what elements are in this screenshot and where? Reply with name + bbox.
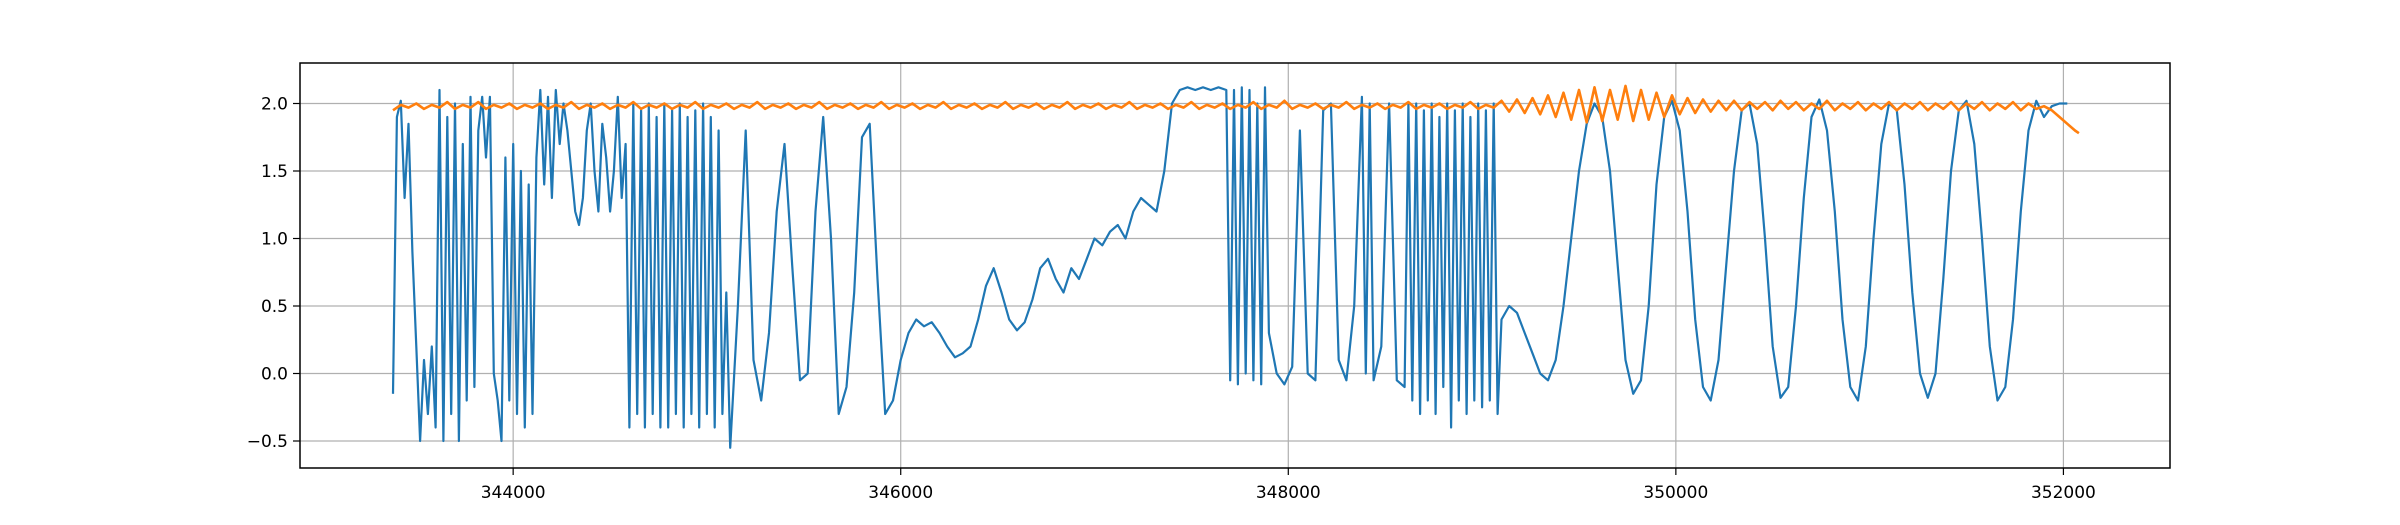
y-tick-label: 2.0 [261,95,288,115]
y-tick-label: −0.5 [247,432,288,452]
y-axis-ticks: −0.5 0.0 0.5 1.0 1.5 2.0 [247,95,300,452]
x-tick-label: 352000 [2031,483,2096,503]
x-axis-ticks: 344000 346000 348000 350000 352000 [481,468,2096,503]
y-tick-label: 1.0 [261,230,288,250]
x-tick-label: 350000 [1643,483,1708,503]
series-group [391,84,2080,449]
x-tick-label: 344000 [481,483,546,503]
x-tick-label: 346000 [868,483,933,503]
y-tick-label: 0.0 [261,365,288,385]
series-2-line [392,84,2080,135]
series-1-line [391,86,2068,449]
y-tick-label: 1.5 [261,162,288,182]
x-tick-label: 348000 [1256,483,1321,503]
plot-frame [299,62,2171,469]
y-tick-label: 0.5 [261,297,288,317]
